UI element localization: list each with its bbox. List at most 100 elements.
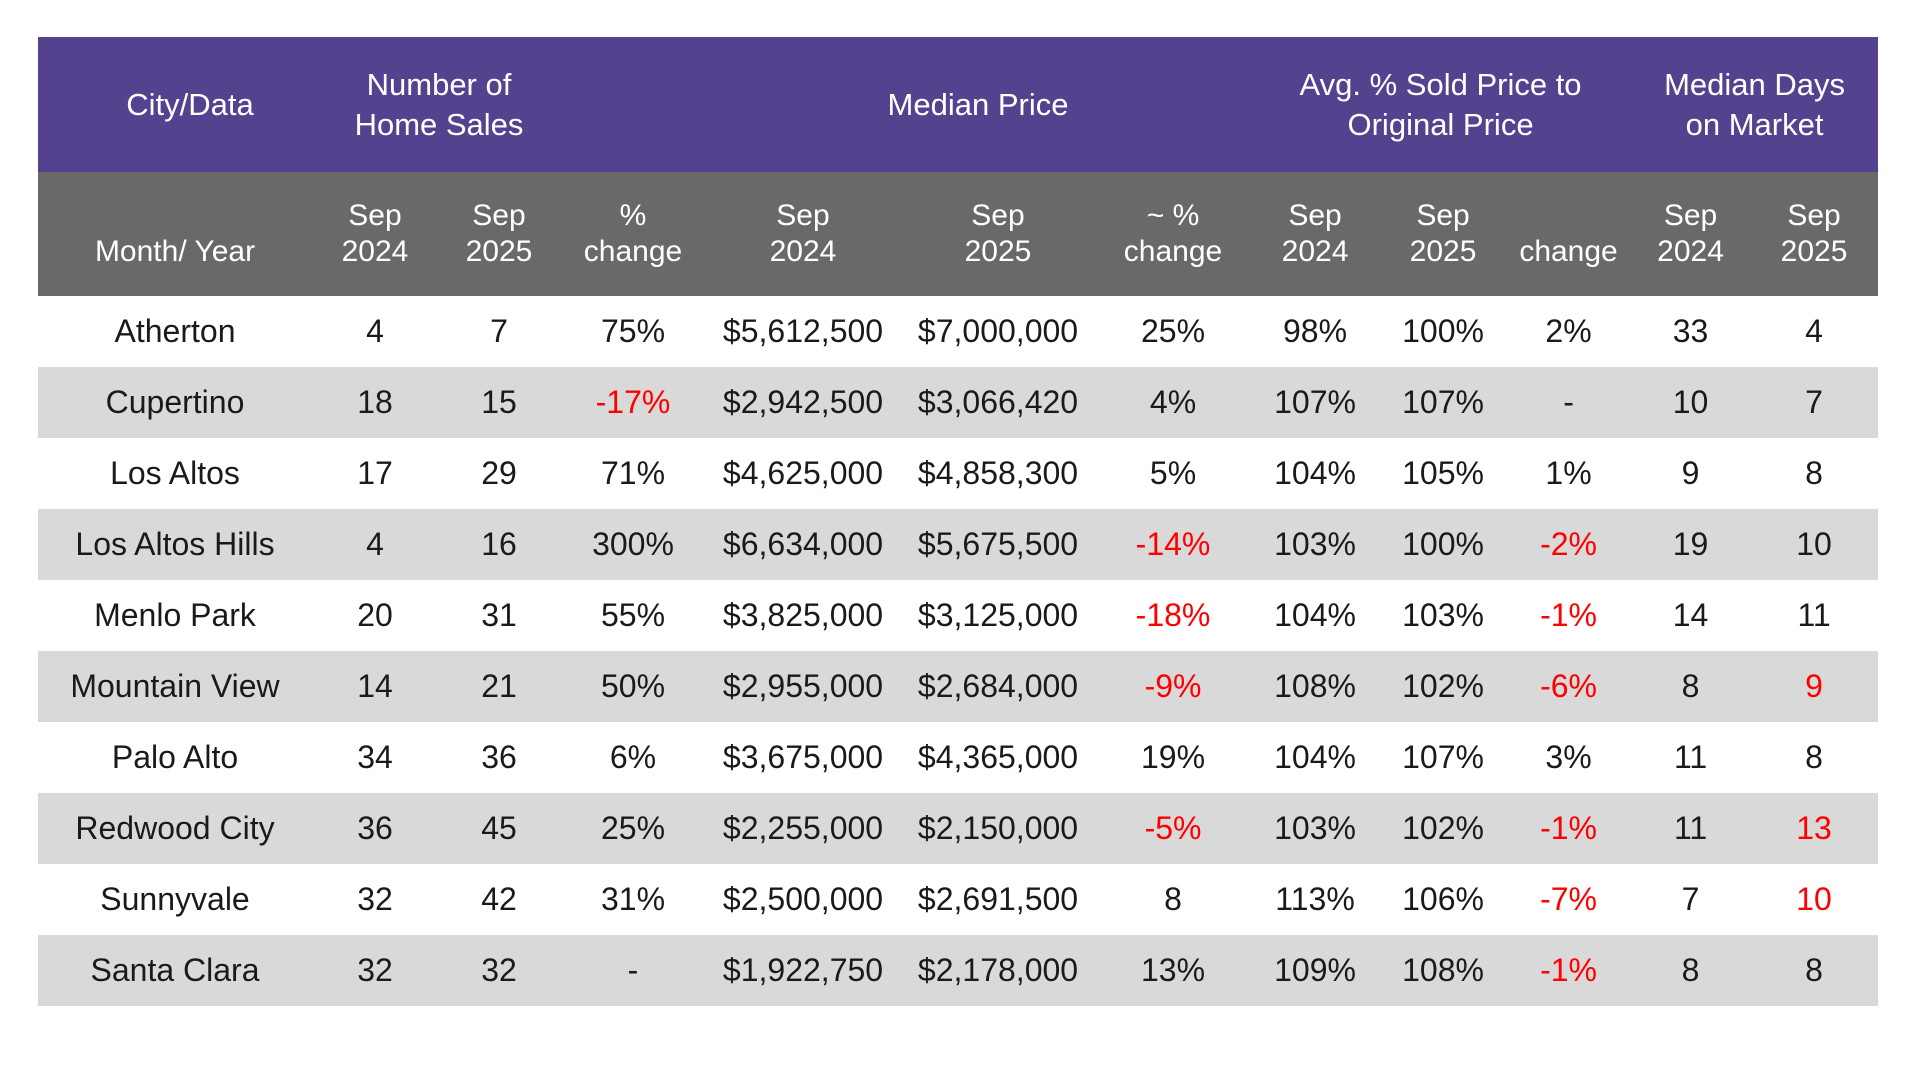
cell-value: 109%	[1274, 952, 1356, 988]
cell-value: 42	[481, 881, 517, 917]
cell-value: 10	[1796, 526, 1832, 562]
cell-value: $2,178,000	[917, 952, 1079, 988]
cell-value: 14	[1672, 597, 1709, 633]
cell-value: 103%	[1402, 597, 1484, 633]
cell-value: 36	[481, 739, 517, 775]
table-row: Palo Alto 34 36 6% $3,675,000 $4,365,000 19% 10…	[38, 722, 1879, 793]
cell-value: $2,500,000	[722, 881, 884, 917]
cell-value: 11	[1797, 597, 1831, 633]
cell-value: 16	[481, 526, 517, 562]
header-group-row: City/Data Number of Home Sales Median Pr…	[38, 37, 1879, 172]
cell-value: $2,691,500	[917, 881, 1079, 917]
cell-value: 11	[1673, 810, 1708, 846]
cell-value: 300%	[592, 526, 674, 562]
cell-value: -9%	[1144, 668, 1202, 704]
cell-value: 4	[366, 313, 384, 349]
table-header: City/Data Number of Home Sales Median Pr…	[38, 37, 1879, 296]
cell-city: Los Altos	[110, 455, 240, 491]
cell-value: 32	[481, 952, 517, 988]
cell-value: 100%	[1402, 526, 1484, 562]
cell-value: $2,150,000	[917, 810, 1079, 846]
cell-value: 8	[1805, 455, 1823, 491]
cell-value: 102%	[1402, 668, 1484, 704]
cell-value: $3,125,000	[917, 597, 1079, 633]
subheader-price-sep-2025: Sep 2025	[900, 172, 1096, 296]
header-group-days-on-market: Median Days on Market	[1631, 37, 1879, 172]
table-row: Los Altos Hills 4 16 300% $6,634,000 $5,675,5…	[38, 509, 1879, 580]
cell-value: 108%	[1274, 668, 1356, 704]
cell-value: 8	[1681, 952, 1700, 988]
cell-value: 15	[481, 384, 517, 420]
cell-value: -1%	[1540, 952, 1597, 988]
cell-value: $2,942,500	[722, 384, 884, 420]
subheader-days-sep-2025: Sep 2025	[1750, 172, 1879, 296]
cell-value: -14%	[1135, 526, 1211, 562]
cell-value: 71%	[600, 455, 666, 491]
cell-value: 36	[357, 810, 393, 846]
table-row: Santa Clara 32 32 - $1,922,750 $2,178,000 13% 1…	[38, 935, 1879, 1006]
cell-value: 4%	[1149, 384, 1197, 420]
cell-value: 107%	[1402, 384, 1484, 420]
cell-value: 19%	[1140, 739, 1206, 775]
cell-value: 33	[1672, 313, 1709, 349]
cell-value: 108%	[1402, 952, 1484, 988]
cell-value: 25%	[1140, 313, 1206, 349]
header-group-home-sales: Number of Home Sales	[312, 37, 706, 172]
cell-value: 104%	[1274, 597, 1356, 633]
cell-value: 29	[481, 455, 517, 491]
cell-value: $6,634,000	[722, 526, 884, 562]
cell-value: -	[627, 952, 639, 988]
cell-value: -2%	[1540, 526, 1597, 562]
cell-value: $4,365,000	[917, 739, 1079, 775]
cell-city: Cupertino	[105, 384, 245, 420]
cell-value: $3,066,420	[917, 384, 1079, 420]
cell-value: 25%	[600, 810, 666, 846]
cell-value: 13%	[1140, 952, 1206, 988]
table-row: Sunnyvale 32 42 31% $2,500,000 $2,691,500 8 113…	[38, 864, 1879, 935]
cell-value: 98%	[1283, 313, 1348, 349]
cell-value: -1%	[1540, 597, 1597, 633]
cell-value: 103%	[1274, 810, 1356, 846]
cell-value: 50%	[600, 668, 666, 704]
subheader-sales-sep-2024: Sep 2024	[312, 172, 438, 296]
cell-city: Sunnyvale	[100, 881, 250, 917]
cell-value: $2,684,000	[917, 668, 1079, 704]
cell-value: 100%	[1402, 313, 1484, 349]
cell-value: 21	[481, 668, 517, 704]
cell-value: 18	[357, 384, 393, 420]
header-group-sold-to-original: Avg. % Sold Price to Original Price	[1250, 37, 1632, 172]
cell-value: 104%	[1274, 739, 1356, 775]
cell-value: 31	[481, 597, 517, 633]
table-row: Menlo Park 20 31 55% $3,825,000 $3,125,000 -18…	[38, 580, 1879, 651]
cell-value: 31%	[600, 881, 666, 917]
cell-value: 7	[1681, 881, 1700, 917]
cell-city: Redwood City	[75, 810, 275, 846]
cell-value: 14	[357, 668, 393, 704]
cell-city: Santa Clara	[90, 952, 260, 988]
cell-value: 55%	[600, 597, 666, 633]
subheader-month-year: Month/ Year	[38, 172, 312, 296]
cell-value: 32	[357, 881, 393, 917]
cell-value: $5,675,500	[917, 526, 1079, 562]
cell-value: 102%	[1402, 810, 1484, 846]
subheader-sales-sep-2025: Sep 2025	[438, 172, 560, 296]
cell-value: 5%	[1149, 455, 1197, 491]
cell-value: 104%	[1274, 455, 1356, 491]
table-row: Atherton 4 7 75% $5,612,500 $7,000,000 25% 98% 1…	[38, 296, 1879, 367]
subheader-price-sep-2024: Sep 2024	[706, 172, 900, 296]
cell-value: 3%	[1545, 739, 1592, 775]
cell-value: 8	[1805, 739, 1823, 775]
cell-value: -17%	[595, 384, 671, 420]
table-row: Mountain View 14 21 50% $2,955,000 $2,684,000…	[38, 651, 1879, 722]
subheader-ratio-change: change	[1506, 172, 1632, 296]
cell-value: $7,000,000	[917, 313, 1079, 349]
header-group-median-price: Median Price	[706, 37, 1251, 172]
cell-value: -	[1563, 384, 1574, 420]
cell-value: $4,625,000	[722, 455, 884, 491]
cell-value: 9	[1681, 455, 1700, 491]
cell-value: $2,255,000	[722, 810, 884, 846]
cell-value: 4	[366, 526, 384, 562]
subheader-ratio-sep-2025: Sep 2025	[1380, 172, 1507, 296]
cell-value: -6%	[1540, 668, 1597, 704]
